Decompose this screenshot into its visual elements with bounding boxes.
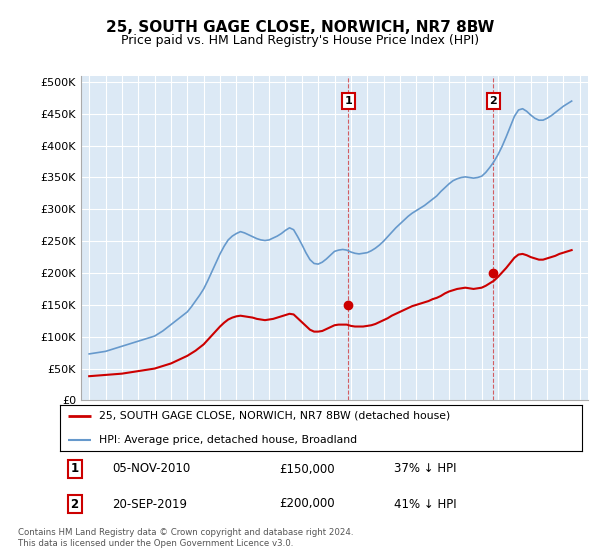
Text: 25, SOUTH GAGE CLOSE, NORWICH, NR7 8BW: 25, SOUTH GAGE CLOSE, NORWICH, NR7 8BW [106,20,494,35]
Text: Price paid vs. HM Land Registry's House Price Index (HPI): Price paid vs. HM Land Registry's House … [121,34,479,46]
Text: 20-SEP-2019: 20-SEP-2019 [112,497,187,511]
Text: 41% ↓ HPI: 41% ↓ HPI [394,497,457,511]
Text: £200,000: £200,000 [279,497,335,511]
Text: 1: 1 [71,463,79,475]
Text: 2: 2 [490,96,497,106]
Text: 25, SOUTH GAGE CLOSE, NORWICH, NR7 8BW (detached house): 25, SOUTH GAGE CLOSE, NORWICH, NR7 8BW (… [99,411,451,421]
Text: HPI: Average price, detached house, Broadland: HPI: Average price, detached house, Broa… [99,435,357,445]
Text: Contains HM Land Registry data © Crown copyright and database right 2024.
This d: Contains HM Land Registry data © Crown c… [18,528,353,548]
Text: 1: 1 [344,96,352,106]
Text: 37% ↓ HPI: 37% ↓ HPI [394,463,457,475]
Text: 2: 2 [71,497,79,511]
Text: 05-NOV-2010: 05-NOV-2010 [112,463,190,475]
Text: £150,000: £150,000 [279,463,335,475]
